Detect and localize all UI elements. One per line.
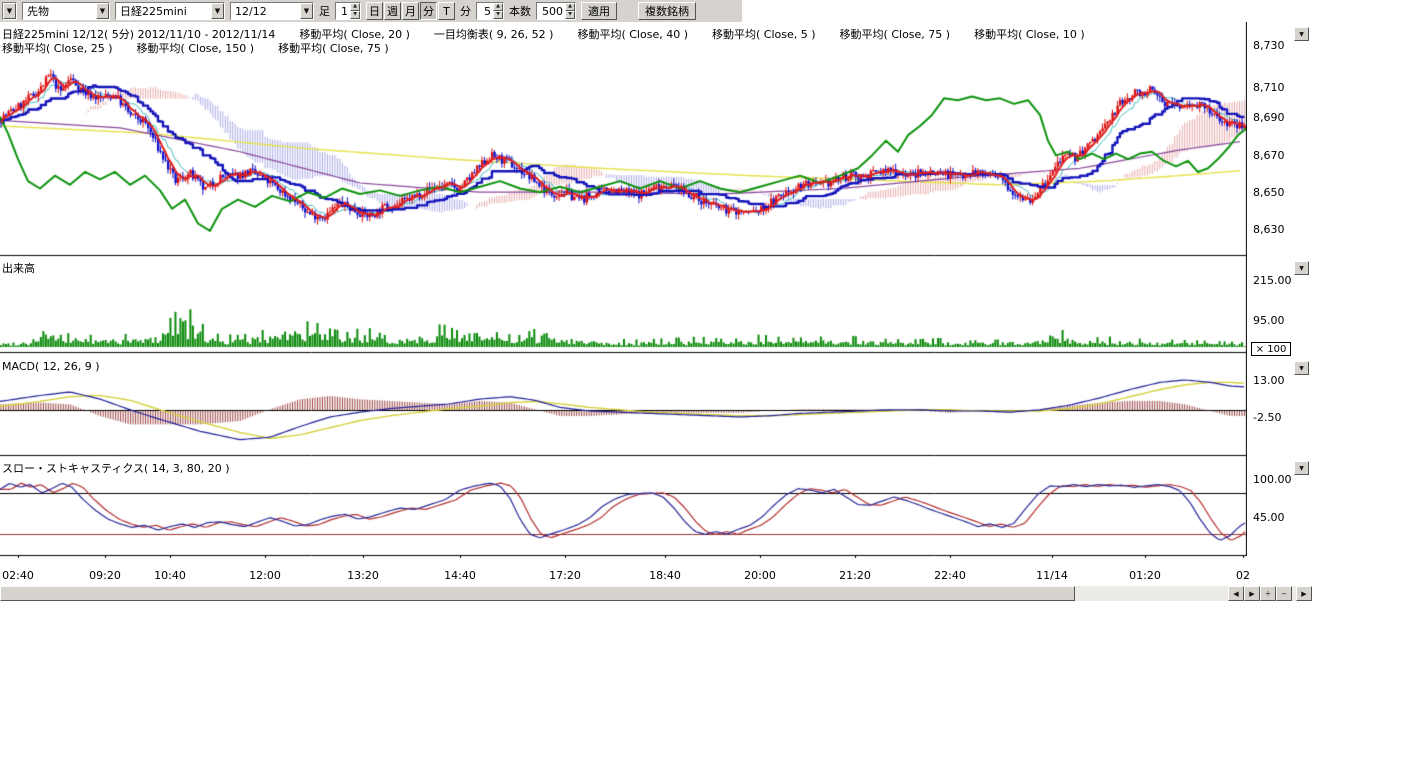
spinner-arrows-icon[interactable]: ▲▼ xyxy=(493,3,503,19)
price-axis-label: 8,690 xyxy=(1253,111,1295,124)
time-axis-label: 01:20 xyxy=(1120,569,1170,582)
panel-collapse-button[interactable]: ▼ xyxy=(1294,261,1309,275)
spinner-arrows-icon[interactable]: ▲▼ xyxy=(565,3,575,19)
panel-collapse-button[interactable]: ▼ xyxy=(1294,361,1309,375)
time-axis-label: 02 xyxy=(1218,569,1268,582)
chart-canvas[interactable] xyxy=(0,22,1247,558)
bar-count-input[interactable]: 500 ▲▼ xyxy=(536,2,576,20)
period-button-3[interactable]: 月 xyxy=(402,2,419,20)
scroll-right-button[interactable]: ▶ xyxy=(1296,586,1312,601)
period-button-1[interactable]: 日 xyxy=(366,2,383,20)
chart-header-line2: 移動平均( Close, 25 ) 移動平均( Close, 150 ) 移動平均(… xyxy=(2,40,389,56)
price-axis-label: 8,670 xyxy=(1253,149,1295,162)
symbol-select[interactable]: 日経225mini ▼ xyxy=(115,2,225,20)
period-button-5[interactable]: T xyxy=(438,2,455,20)
scrollbar-thumb[interactable] xyxy=(0,586,1075,601)
stoch-axis-label: 100.00 xyxy=(1253,473,1295,486)
price-axis: 8,730 8,710 8,690 8,670 8,650 8,630 215.00 95.0… xyxy=(1253,0,1297,600)
left-mini-dropdown[interactable]: ▼ xyxy=(2,2,17,20)
price-axis-label: 8,650 xyxy=(1253,186,1295,199)
time-axis-label: 09:20 xyxy=(80,569,130,582)
stochastics-panel-label: スロー・ストキャスティクス( 14, 3, 80, 20 ) xyxy=(2,460,230,476)
volume-axis-label: 95.00 xyxy=(1253,314,1295,327)
dropdown-arrow-icon[interactable]: ▼ xyxy=(300,3,313,19)
spinner-arrows-icon[interactable]: ▲▼ xyxy=(350,3,360,19)
interval-count-value: 1 xyxy=(336,3,350,19)
indicator-label: 移動平均( Close, 75 ) xyxy=(278,40,389,56)
time-axis-label: 02:40 xyxy=(0,569,43,582)
contract-month-select[interactable]: 12/12 ▼ xyxy=(230,2,314,20)
minute-value-input[interactable]: 5 ▲▼ xyxy=(476,2,504,20)
price-axis-label: 8,630 xyxy=(1253,223,1295,236)
macd-panel-label: MACD( 12, 26, 9 ) xyxy=(2,360,100,373)
bar-count-value: 500 xyxy=(537,3,565,19)
indicator-label: 移動平均( Close, 5 ) xyxy=(712,26,816,42)
apply-button[interactable]: 適用 xyxy=(581,2,617,20)
zoom-out-button[interactable]: − xyxy=(1276,586,1292,601)
volume-axis-label: 215.00 xyxy=(1253,274,1295,287)
stoch-axis-label: 45.00 xyxy=(1253,511,1295,524)
time-axis-label: 10:40 xyxy=(145,569,195,582)
minute-value: 5 xyxy=(477,3,493,19)
panel-collapse-button[interactable]: ▼ xyxy=(1294,27,1309,41)
indicator-label: 移動平均( Close, 75 ) xyxy=(840,26,951,42)
market-select-value: 先物 xyxy=(23,3,96,19)
market-select[interactable]: 先物 ▼ xyxy=(22,2,110,20)
multi-symbol-button[interactable]: 複数銘柄 xyxy=(638,2,696,20)
dropdown-arrow-icon: ▼ xyxy=(3,3,16,19)
indicator-label: 移動平均( Close, 150 ) xyxy=(137,40,255,56)
indicator-label: 一目均衡表( 9, 26, 52 ) xyxy=(434,26,554,42)
symbol-select-value: 日経225mini xyxy=(116,3,211,19)
scroll-step-left-button[interactable]: ◀ xyxy=(1228,586,1244,601)
period-button-group: 日週月分T xyxy=(366,2,455,20)
indicator-label: 移動平均( Close, 25 ) xyxy=(2,40,113,56)
price-axis-label: 8,730 xyxy=(1253,39,1295,52)
time-axis-label: 22:40 xyxy=(925,569,975,582)
time-axis-label: 12:00 xyxy=(240,569,290,582)
time-axis-label: 11/14 xyxy=(1027,569,1077,582)
period-button-4[interactable]: 分 xyxy=(420,2,437,20)
scroll-step-right-button[interactable]: ▶ xyxy=(1244,586,1260,601)
bar-type-label: 足 xyxy=(319,3,330,19)
time-axis-label: 13:20 xyxy=(338,569,388,582)
time-axis-label: 18:40 xyxy=(640,569,690,582)
minute-unit-label: 分 xyxy=(460,3,471,19)
period-button-2[interactable]: 週 xyxy=(384,2,401,20)
time-axis-label: 14:40 xyxy=(435,569,485,582)
volume-multiplier-badge: × 100 xyxy=(1251,342,1291,356)
volume-panel-label: 出来高 xyxy=(2,260,35,276)
chart-application-window: ▼ 先物 ▼ 日経225mini ▼ 12/12 ▼ 足 1 ▲▼ 日週月分T … xyxy=(0,0,1420,768)
indicator-label: 移動平均( Close, 40 ) xyxy=(577,26,688,42)
price-axis-label: 8,710 xyxy=(1253,81,1295,94)
panel-collapse-button[interactable]: ▼ xyxy=(1294,461,1309,475)
time-axis-label: 17:20 xyxy=(540,569,590,582)
zoom-in-button[interactable]: ＋ xyxy=(1260,586,1276,601)
main-toolbar: ▼ 先物 ▼ 日経225mini ▼ 12/12 ▼ 足 1 ▲▼ 日週月分T … xyxy=(0,0,742,22)
macd-axis-label: 13.00 xyxy=(1253,374,1295,387)
horizontal-scrollbar[interactable]: ◀▶＋− ▶ xyxy=(0,586,1312,601)
time-axis-label: 21:20 xyxy=(830,569,880,582)
bar-count-label: 本数 xyxy=(509,3,531,19)
interval-count-input[interactable]: 1 ▲▼ xyxy=(335,2,361,20)
contract-month-value: 12/12 xyxy=(231,5,300,18)
time-axis: 02:40 09:20 10:40 12:00 13:20 14:40 17:20 18:40… xyxy=(0,569,1312,583)
indicator-label: 移動平均( Close, 10 ) xyxy=(974,26,1085,42)
dropdown-arrow-icon[interactable]: ▼ xyxy=(211,3,224,19)
dropdown-arrow-icon[interactable]: ▼ xyxy=(96,3,109,19)
time-axis-label: 20:00 xyxy=(735,569,785,582)
macd-axis-label: -2.50 xyxy=(1253,411,1295,424)
